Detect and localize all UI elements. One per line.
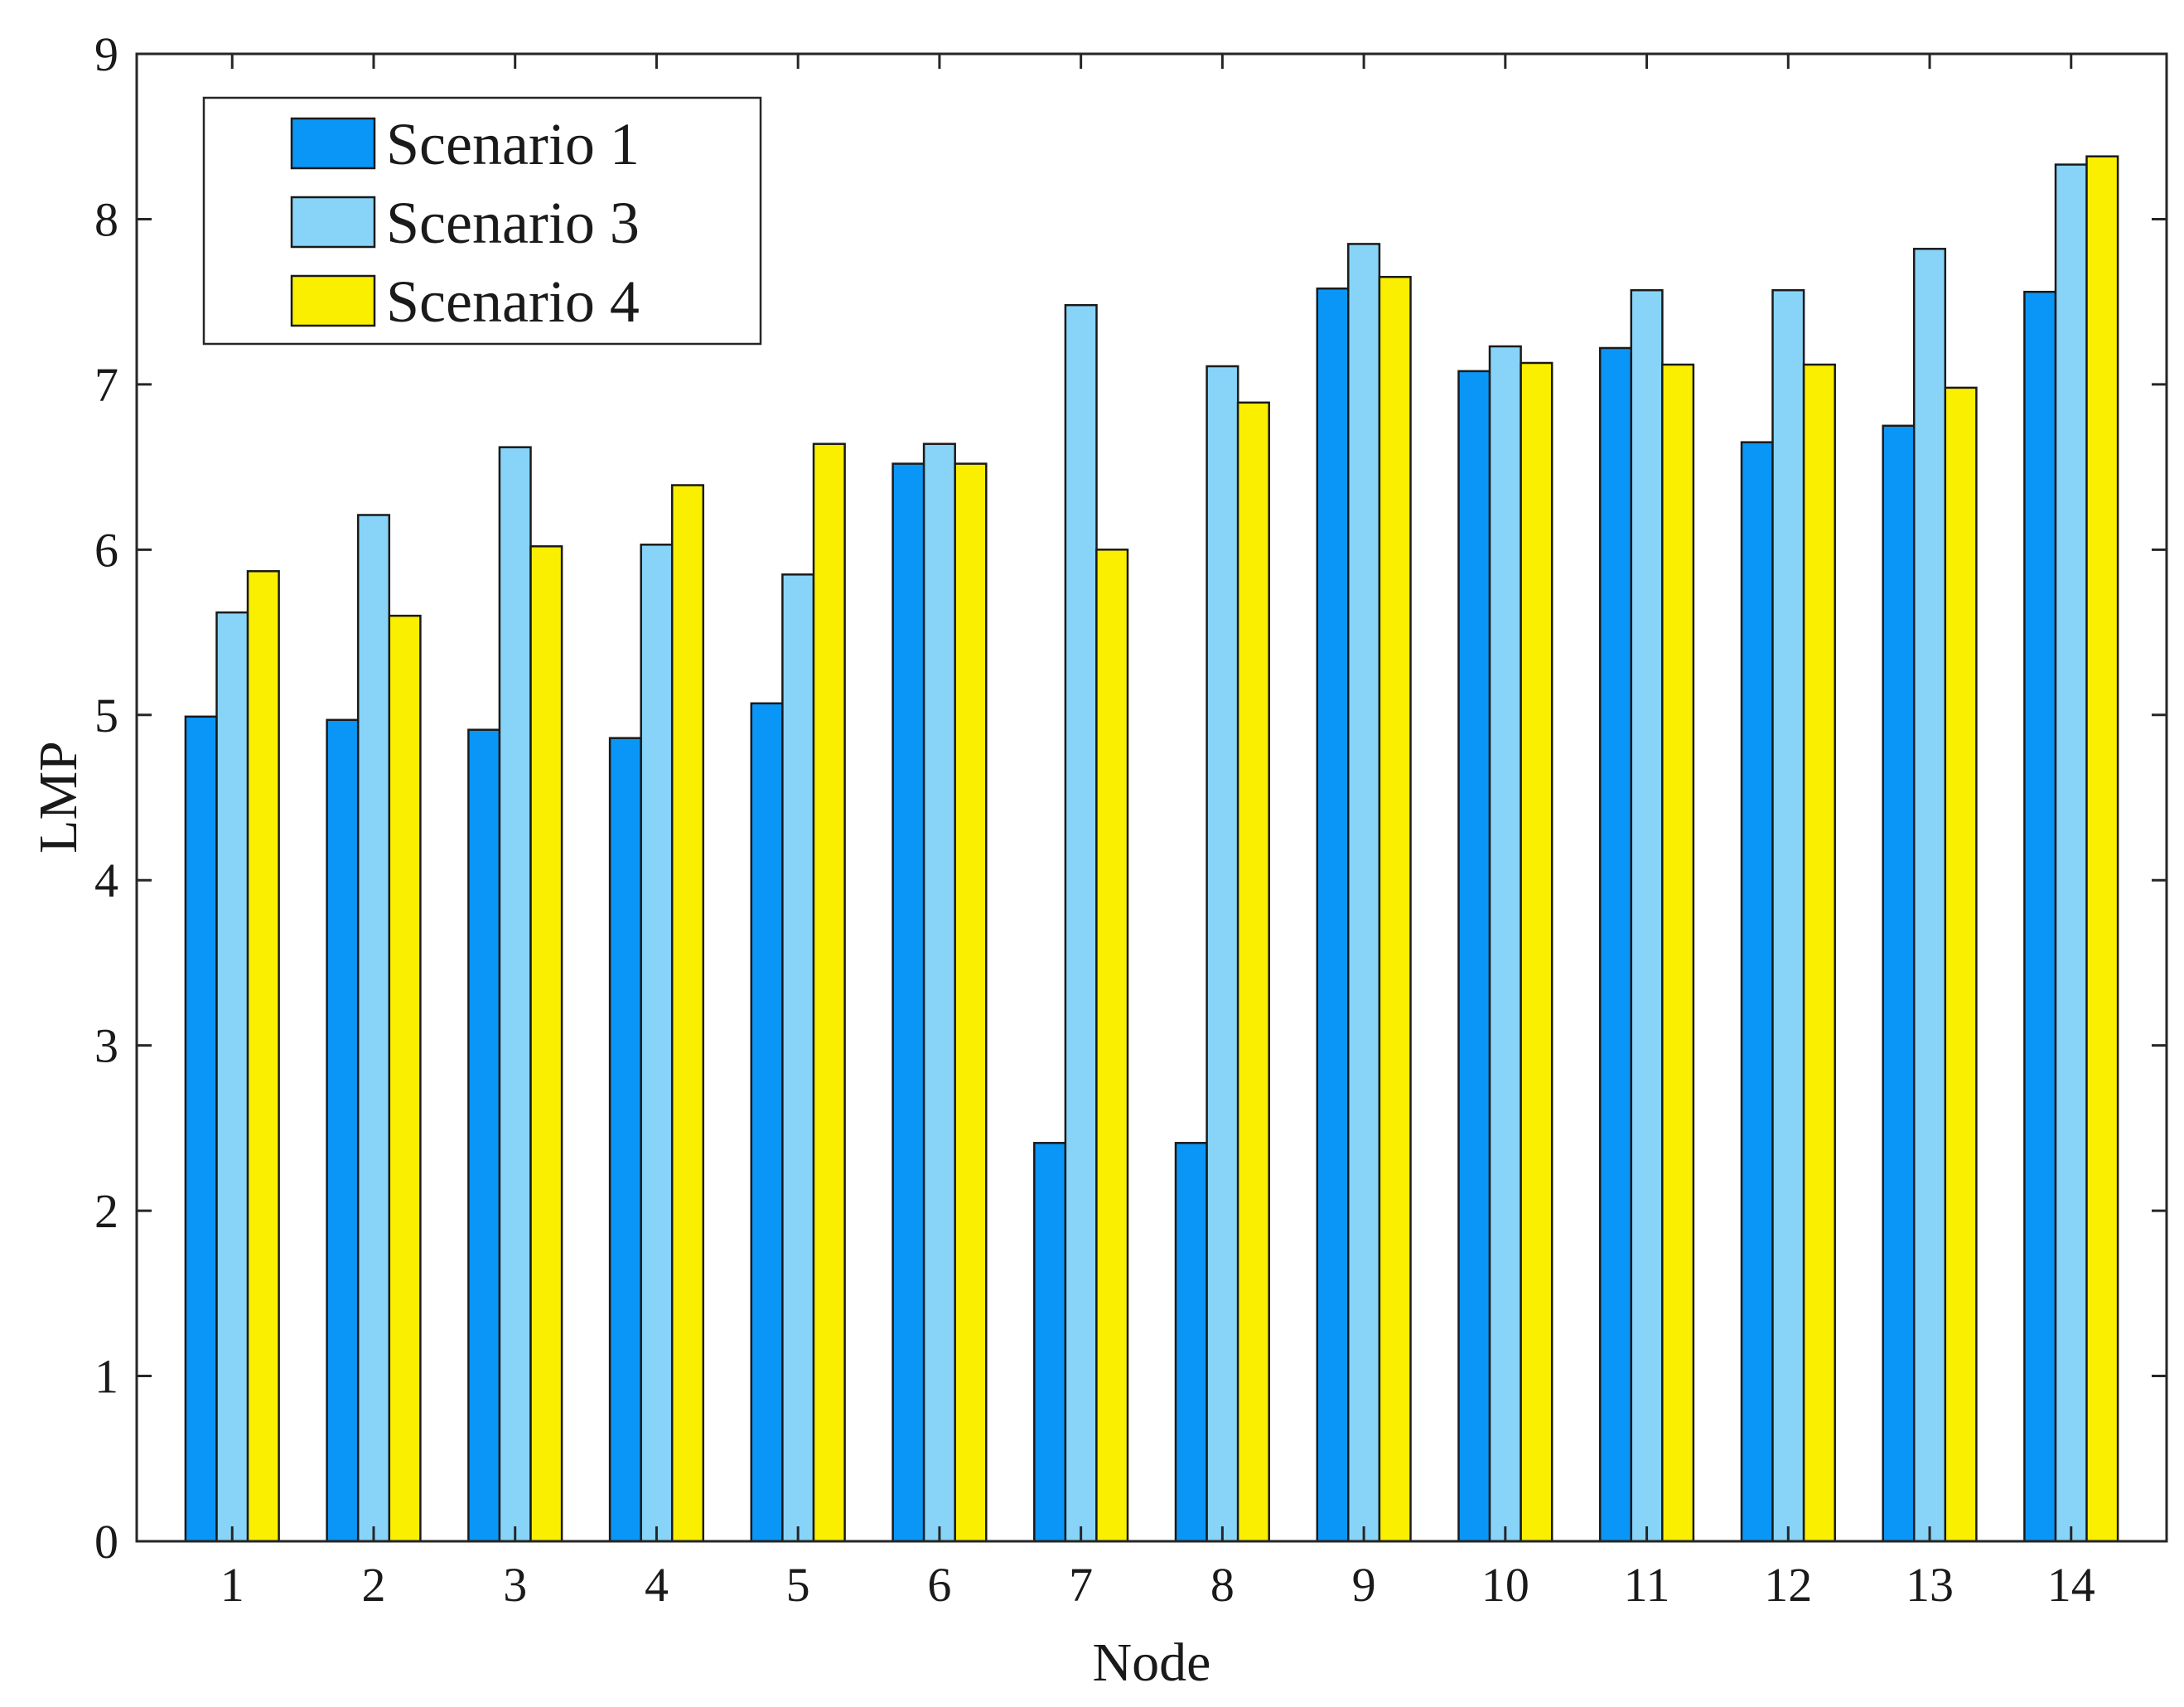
legend-swatch-scenario-1 (290, 117, 376, 170)
bar-node-14-scenario-2 (2054, 163, 2088, 1543)
bar-node-1-scenario-2 (215, 611, 249, 1543)
bar-node-5-scenario-3 (812, 442, 846, 1543)
bar-node-12-scenario-2 (1771, 288, 1805, 1543)
bar-node-4-scenario-2 (640, 544, 674, 1543)
y-tick-label: 4 (94, 854, 118, 907)
bar-node-2-scenario-3 (388, 614, 422, 1543)
bar-node-10-scenario-2 (1488, 345, 1522, 1543)
bar-node-14-scenario-3 (2085, 155, 2119, 1543)
bar-node-3-scenario-2 (498, 446, 532, 1543)
x-tick-label: 10 (1481, 1558, 1529, 1612)
bar-node-2-scenario-2 (356, 514, 391, 1543)
bar-node-7-scenario-3 (1095, 549, 1129, 1543)
y-tick-label: 8 (94, 192, 118, 246)
bar-node-11-scenario-2 (1630, 288, 1664, 1543)
y-tick-labels: 0 1 2 3 4 5 6 7 8 9 (94, 27, 118, 1569)
x-tick-label: 11 (1624, 1558, 1670, 1612)
bar-node-11-scenario-1 (1598, 346, 1633, 1543)
bar-node-12-scenario-1 (1740, 441, 1774, 1543)
y-tick-label: 3 (94, 1019, 118, 1073)
bar-node-4-scenario-3 (670, 484, 705, 1543)
bar-node-8-scenario-2 (1206, 365, 1239, 1543)
x-axis-title: Node (1093, 1632, 1211, 1693)
bar-node-8-scenario-3 (1236, 401, 1270, 1543)
bar-node-12-scenario-3 (1802, 363, 1836, 1543)
y-tick-label: 9 (94, 27, 118, 81)
x-tick-label: 1 (220, 1558, 244, 1612)
y-tick-label: 6 (94, 523, 118, 577)
x-tick-label: 8 (1210, 1558, 1235, 1612)
bar-node-3-scenario-3 (529, 545, 563, 1543)
bar-node-13-scenario-3 (1944, 386, 1978, 1543)
bar-node-5-scenario-2 (781, 573, 815, 1543)
bar-node-5-scenario-1 (750, 702, 784, 1543)
x-tick-label: 3 (503, 1558, 527, 1612)
bar-group (184, 155, 2119, 1543)
y-tick-label: 1 (94, 1350, 118, 1404)
x-tick-label: 9 (1352, 1558, 1376, 1612)
bar-node-7-scenario-2 (1064, 303, 1098, 1543)
bar-node-13-scenario-1 (1882, 424, 1916, 1543)
x-tick-label: 7 (1069, 1558, 1093, 1612)
legend-label-scenario-1: Scenario 1 (386, 111, 640, 177)
bar-node-1-scenario-1 (184, 715, 218, 1543)
legend-label-scenario-2: Scenario 3 (386, 190, 640, 256)
y-tick-label: 5 (94, 689, 118, 742)
x-tick-label: 6 (927, 1558, 951, 1612)
bar-node-14-scenario-1 (2023, 290, 2057, 1543)
bar-node-13-scenario-2 (1912, 248, 1947, 1543)
bar-node-8-scenario-1 (1174, 1142, 1208, 1543)
y-tick-label: 7 (94, 358, 118, 412)
bar-node-7-scenario-1 (1033, 1142, 1067, 1543)
x-tick-label: 5 (786, 1558, 810, 1612)
bar-node-3-scenario-1 (467, 728, 501, 1543)
legend: Scenario 1 Scenario 3 Scenario 4 (202, 96, 762, 346)
legend-label-scenario-3: Scenario 4 (386, 268, 640, 335)
y-tick-label: 0 (94, 1515, 118, 1569)
bar-node-6-scenario-3 (954, 462, 988, 1543)
bar-node-1-scenario-3 (246, 570, 280, 1543)
x-tick-label: 14 (2047, 1558, 2095, 1612)
bar-node-9-scenario-2 (1347, 243, 1381, 1543)
plot-frame (135, 52, 2168, 1543)
bar-node-11-scenario-3 (1661, 363, 1695, 1543)
bar-node-10-scenario-1 (1457, 370, 1491, 1543)
legend-swatch-scenario-3 (290, 274, 376, 327)
x-tick-label: 13 (1906, 1558, 1954, 1612)
y-axis-title: LMP (28, 741, 89, 854)
bar-node-2-scenario-1 (326, 718, 360, 1543)
x-tick-labels: 1 2 3 4 5 6 7 8 9 10 11 12 13 14 (220, 1558, 2095, 1612)
legend-items: Scenario 1 Scenario 3 Scenario 4 (290, 111, 640, 335)
legend-swatch-scenario-2 (290, 196, 376, 249)
bar-node-6-scenario-1 (891, 462, 925, 1543)
x-tick-label: 2 (361, 1558, 385, 1612)
x-tick-label: 4 (645, 1558, 669, 1612)
bar-node-4-scenario-1 (608, 737, 642, 1543)
bar-node-9-scenario-1 (1316, 287, 1350, 1543)
y-tick-label: 2 (94, 1184, 118, 1238)
x-tick-label: 12 (1764, 1558, 1812, 1612)
bar-node-9-scenario-3 (1378, 275, 1412, 1543)
bar-node-10-scenario-3 (1520, 361, 1553, 1543)
bar-node-6-scenario-2 (922, 442, 956, 1543)
